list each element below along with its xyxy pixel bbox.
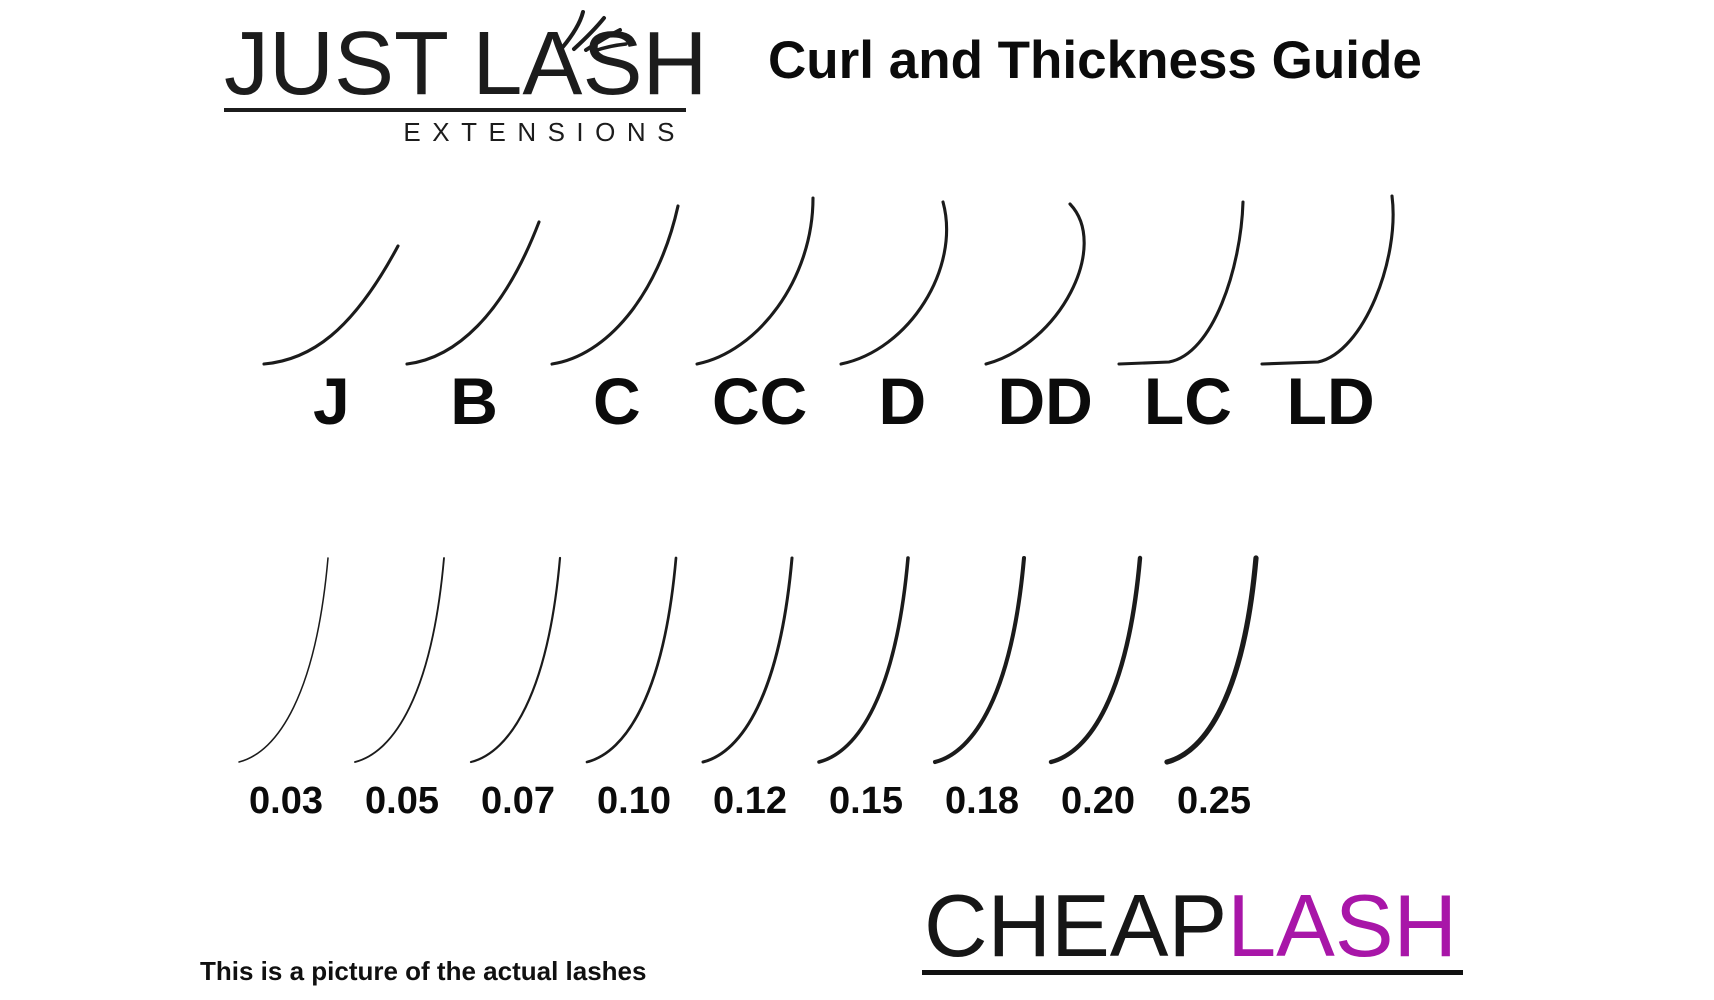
curl-item-b: B [403,186,546,434]
cheaplash-part2: LASH [1227,876,1458,975]
lash-thickness-icon [354,557,445,763]
lash-thickness-icon [701,556,794,764]
thickness-label: 0.25 [1177,780,1251,822]
lash-curve-icon [262,244,400,366]
logo-wordmark: JUST LASH [224,10,708,112]
curl-label: J [313,364,350,438]
lash-thickness-icon [1164,555,1259,765]
lash-curve-icon [1260,194,1395,366]
thickness-item-0.10: 0.10 [576,548,692,820]
thickness-item-0.25: 0.25 [1156,548,1272,820]
curl-item-ld: LD [1259,186,1402,434]
curl-item-d: D [831,186,974,434]
thickness-label: 0.18 [945,780,1019,822]
thickness-label: 0.03 [249,780,323,822]
curl-label: B [450,364,498,438]
cheaplash-part1: CHEAP [924,876,1228,975]
thickness-item-0.15: 0.15 [808,548,924,820]
logo-subtitle: EXTENSIONS [403,116,686,147]
thickness-item-0.20: 0.20 [1040,548,1156,820]
thickness-item-0.05: 0.05 [344,548,460,820]
lash-curve-icon [550,204,680,366]
curl-label: CC [711,364,808,438]
thickness-label: 0.12 [713,780,787,822]
just-lash-logo: JUST LASH EXTENSIONS [224,10,708,148]
lash-thickness-icon [1048,555,1143,765]
logo-text: JUST LASH [224,14,708,114]
curl-label: C [593,364,641,438]
lash-curve-icon [695,196,815,366]
thickness-label: 0.10 [597,780,671,822]
curl-label: D [878,364,927,438]
cheaplash-logo: CHEAPLASH [922,882,1464,975]
lash-thickness-icon [932,555,1027,765]
lash-thickness-icon [469,556,562,764]
thickness-item-0.12: 0.12 [692,548,808,820]
lash-curve-icon [405,220,541,366]
curl-item-cc: CC [688,186,831,434]
curl-item-j: J [260,186,403,434]
thickness-row: 0.03 0.05 0.07 0.10 0.12 0.15 0.18 0.20 0.25 [228,548,1272,820]
curl-label: LC [1143,364,1232,438]
lash-curve-icon [839,200,949,366]
thickness-label: 0.20 [1061,780,1135,822]
thickness-item-0.03: 0.03 [228,548,344,820]
thickness-label: 0.07 [481,780,555,822]
thickness-item-0.07: 0.07 [460,548,576,820]
thickness-label: 0.15 [829,780,903,822]
curl-item-lc: LC [1117,186,1260,434]
curl-label: LD [1286,364,1375,438]
footer-note: This is a picture of the actual lashes [200,956,647,986]
thickness-label: 0.05 [365,780,439,822]
curl-item-c: C [546,186,689,434]
page-title: Curl and Thickness Guide [768,31,1422,90]
lash-curve-icon [984,202,1086,366]
lash-curve-icon [1117,200,1245,366]
lash-thickness-icon [238,557,329,763]
lash-thickness-icon [585,556,678,764]
curl-row: J B C CC D DD LC LD [260,186,1402,434]
curl-item-dd: DD [974,186,1117,434]
lash-flourish-icon [560,10,628,52]
lash-thickness-icon [817,556,910,764]
curl-label: DD [997,364,1093,438]
thickness-item-0.18: 0.18 [924,548,1040,820]
